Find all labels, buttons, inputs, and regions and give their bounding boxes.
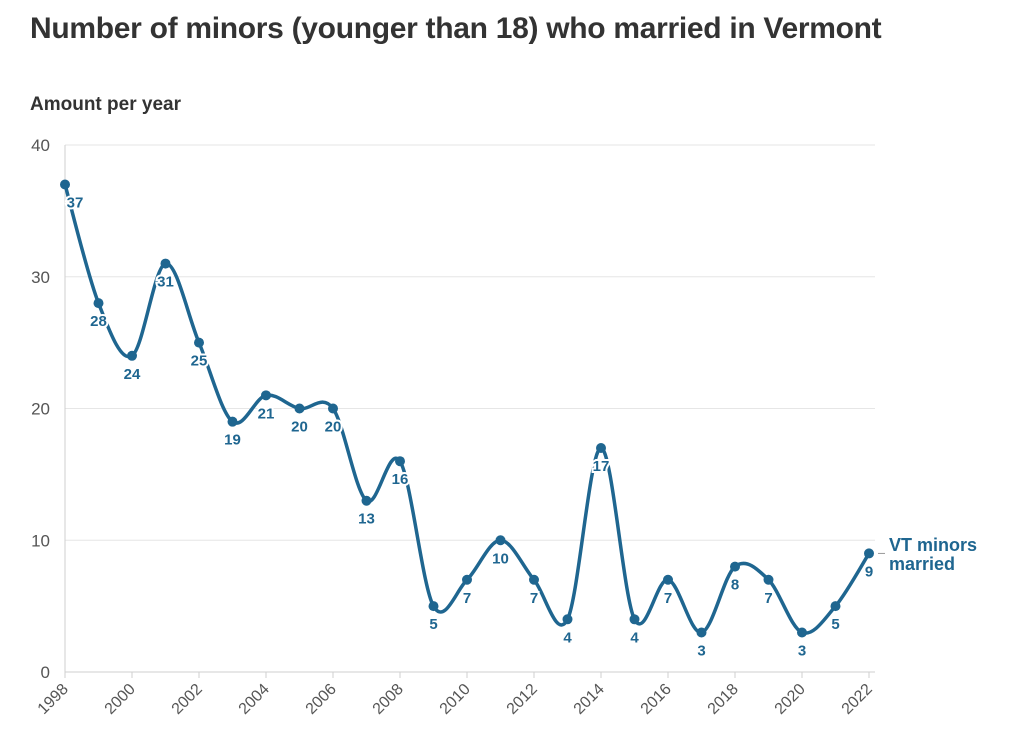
data-label: 16 bbox=[392, 471, 409, 488]
x-tick-label: 2004 bbox=[236, 681, 273, 718]
data-labels: 37 28 24 31 25 19 21 20 20 13 16 5 7 10 7 4 17 4 7 3 8 7 3 5 9 bbox=[65, 193, 876, 662]
data-label: 31 bbox=[157, 274, 174, 291]
x-tick-label: 2008 bbox=[370, 681, 407, 718]
data-label: 3 bbox=[697, 642, 705, 659]
y-axis-title: Amount per year bbox=[30, 94, 181, 115]
data-label: 5 bbox=[831, 616, 839, 633]
data-point bbox=[194, 337, 204, 348]
data-point bbox=[529, 574, 539, 585]
data-label: 19 bbox=[224, 432, 241, 449]
data-point bbox=[462, 574, 472, 585]
data-point bbox=[294, 403, 305, 414]
data-label: 21 bbox=[258, 405, 275, 422]
x-tick-label: 2020 bbox=[772, 681, 809, 718]
data-point bbox=[596, 443, 606, 454]
data-label: 20 bbox=[325, 419, 342, 436]
x-tick-label: 2018 bbox=[705, 681, 742, 718]
data-label: 9 bbox=[865, 563, 873, 580]
data-point bbox=[361, 495, 372, 506]
data-point bbox=[797, 627, 807, 638]
x-tick-label: 2010 bbox=[437, 681, 474, 718]
data-points bbox=[60, 179, 874, 638]
data-label: 37 bbox=[67, 195, 84, 212]
x-tick-label: 2000 bbox=[102, 681, 139, 718]
data-label: 28 bbox=[90, 313, 107, 330]
data-label: 24 bbox=[124, 366, 141, 383]
data-label: 10 bbox=[492, 550, 509, 567]
data-label: 7 bbox=[664, 590, 672, 607]
x-tick-label: 2022 bbox=[839, 681, 876, 718]
data-point bbox=[127, 350, 137, 361]
y-tick-label: 0 bbox=[41, 663, 50, 682]
y-tick-label: 20 bbox=[31, 400, 50, 419]
data-point bbox=[495, 535, 506, 546]
data-point bbox=[696, 627, 707, 638]
data-label: 3 bbox=[798, 642, 806, 659]
data-label: 8 bbox=[731, 577, 739, 594]
data-point bbox=[864, 548, 874, 559]
data-point bbox=[160, 258, 171, 269]
data-point bbox=[261, 390, 271, 401]
data-point bbox=[328, 403, 338, 414]
x-tick-label: 2016 bbox=[638, 681, 675, 718]
data-point bbox=[663, 574, 673, 585]
data-point bbox=[93, 298, 104, 309]
data-label: 13 bbox=[358, 511, 375, 528]
data-label: 5 bbox=[429, 616, 437, 633]
x-tick-label: 2014 bbox=[571, 681, 608, 718]
data-point bbox=[227, 416, 238, 427]
data-label: 7 bbox=[764, 590, 772, 607]
series-label-line: married bbox=[889, 554, 955, 574]
data-label: 25 bbox=[191, 353, 208, 370]
data-point bbox=[60, 179, 70, 190]
y-tick-label: 30 bbox=[31, 268, 50, 287]
y-tick-label: 10 bbox=[31, 531, 50, 550]
chart-title: Number of minors (younger than 18) who m… bbox=[30, 12, 882, 45]
x-tick-label: 2012 bbox=[504, 681, 541, 718]
gridlines bbox=[65, 144, 875, 541]
series-label-line: VT minors bbox=[889, 535, 977, 555]
x-tick-label: 2002 bbox=[169, 681, 206, 718]
data-label: 7 bbox=[463, 590, 471, 607]
data-label: 4 bbox=[563, 629, 572, 646]
data-point bbox=[830, 601, 841, 612]
y-tick-label: 40 bbox=[31, 136, 50, 155]
data-point bbox=[562, 614, 573, 625]
data-label: 4 bbox=[630, 629, 639, 646]
data-point bbox=[629, 614, 640, 625]
x-tick-label: 1998 bbox=[35, 681, 72, 718]
data-point bbox=[395, 456, 405, 467]
x-tick-label: 2006 bbox=[303, 681, 340, 718]
data-point bbox=[428, 601, 439, 612]
data-label: 17 bbox=[593, 458, 610, 475]
data-label: 7 bbox=[530, 590, 538, 607]
data-point bbox=[730, 561, 740, 572]
data-label: 20 bbox=[291, 419, 308, 436]
data-point bbox=[763, 574, 774, 585]
